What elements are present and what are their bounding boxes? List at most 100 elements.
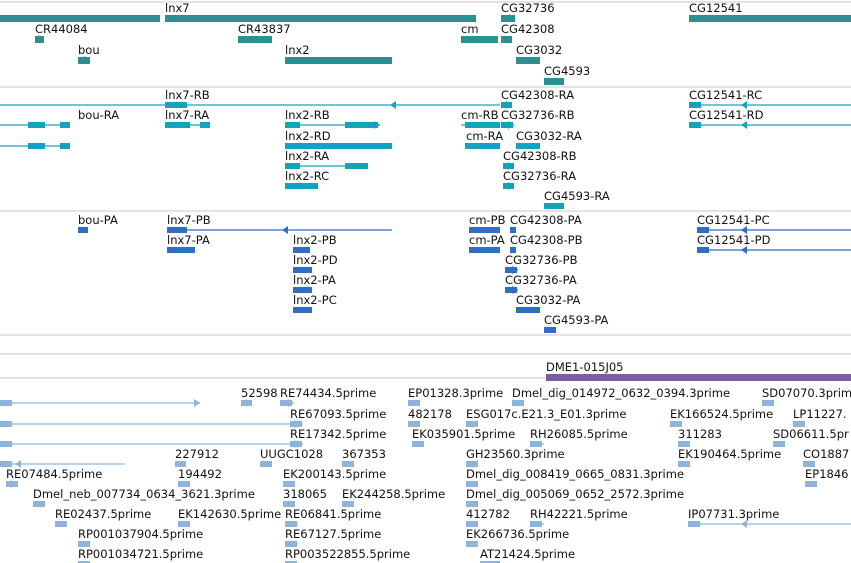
transcripts-feature[interactable]: lnx2-RA xyxy=(285,149,368,169)
transcripts-feature[interactable]: CG3032-RA xyxy=(516,129,582,149)
ests-feature[interactable] xyxy=(0,399,200,407)
clones-feature-bar xyxy=(546,374,851,381)
transcripts-feature[interactable]: CG12541-RC xyxy=(689,88,851,109)
genes-feature[interactable]: lnx2 xyxy=(285,43,392,64)
ests-feature[interactable]: RP001037904.5prime xyxy=(78,527,203,547)
proteins-feature[interactable]: cm-PA xyxy=(469,233,505,253)
ests-feature-exon xyxy=(793,421,805,427)
ests-feature[interactable]: EP1846 xyxy=(805,467,848,487)
ests-feature[interactable]: RE74434.5prime xyxy=(280,386,376,407)
ests-feature[interactable]: 311283 xyxy=(678,427,722,447)
transcripts-feature[interactable]: lnx2-RD xyxy=(285,129,392,149)
ests-feature-label: Dmel_dig_008419_0665_0831.3prime xyxy=(466,467,684,481)
genes-feature[interactable]: CR43837 xyxy=(238,22,291,43)
ests-feature[interactable]: Dmel_neb_007734_0634_3621.3prime xyxy=(33,487,255,507)
genes-feature[interactable]: CG42308 xyxy=(501,22,555,43)
transcripts-feature[interactable]: CG42308-RA xyxy=(501,88,574,109)
ests-feature[interactable]: GH23560.3prime xyxy=(466,447,565,467)
ests-feature[interactable]: IP07731.3prime xyxy=(688,507,851,528)
ests-feature[interactable]: EK200143.5prime xyxy=(283,467,386,487)
ests-feature[interactable]: 482178 xyxy=(408,407,452,427)
ests-feature[interactable]: RP001034721.5prime xyxy=(78,547,203,563)
transcripts-feature[interactable]: CG42308-RB xyxy=(503,149,577,170)
ests-feature[interactable]: EK190464.5prime xyxy=(678,447,781,467)
genes-feature[interactable]: CG12541 xyxy=(689,1,851,22)
ests-feature[interactable] xyxy=(0,460,125,468)
ests-feature-exon xyxy=(512,400,524,406)
ests-feature[interactable]: EP01328.3prime xyxy=(408,386,503,406)
ests-feature[interactable]: Dmel_dig_014972_0632_0394.3prime xyxy=(512,386,730,406)
proteins-feature[interactable]: lnx7-PB xyxy=(167,213,392,234)
proteins-feature[interactable]: CG32736-PA xyxy=(505,273,577,294)
ests-feature-label: RH42221.5prime xyxy=(530,507,628,521)
transcripts-feature[interactable]: bou-RA xyxy=(0,108,119,128)
ests-feature[interactable]: EK166524.5prime xyxy=(670,407,773,427)
ests-feature[interactable] xyxy=(0,420,300,428)
transcripts-feature[interactable]: lnx7-RA xyxy=(165,108,210,128)
genes-feature[interactable]: CG3032 xyxy=(516,43,562,64)
ests-feature[interactable]: RE17342.5prime xyxy=(290,427,386,448)
genes-feature[interactable]: cm xyxy=(461,22,498,43)
proteins-feature[interactable]: CG12541-PD xyxy=(697,233,851,254)
transcripts-feature[interactable]: CG32736-RA xyxy=(503,169,576,190)
transcripts-feature[interactable]: CG4593-RA xyxy=(544,189,610,209)
ests-feature[interactable]: 227912 xyxy=(175,447,219,467)
ests-feature[interactable]: RE67127.5prime xyxy=(285,527,381,547)
proteins-feature[interactable]: cm-PB xyxy=(469,213,506,233)
ests-feature[interactable]: 52598 xyxy=(241,386,278,407)
genes-feature[interactable]: lnx7 xyxy=(0,1,476,22)
proteins-feature[interactable]: CG3032-PA xyxy=(516,293,581,313)
genes-feature[interactable]: CG4593 xyxy=(544,64,590,85)
proteins-feature[interactable]: bou-PA xyxy=(78,213,118,233)
ests-feature[interactable]: LP11227. xyxy=(793,407,847,427)
transcripts-feature[interactable]: cm-RA xyxy=(0,129,503,149)
ests-feature[interactable]: EK142630.5prime xyxy=(178,507,281,527)
ests-feature[interactable]: RE06841.5prime xyxy=(285,507,381,527)
genes-feature[interactable]: bou xyxy=(78,43,100,64)
proteins-feature[interactable]: CG12541-PC xyxy=(697,213,851,234)
ests-feature[interactable]: RE67093.5prime xyxy=(290,407,386,428)
proteins-feature[interactable]: CG42308-PB xyxy=(510,233,583,253)
ests-feature[interactable]: 412782 xyxy=(466,507,510,527)
proteins-feature[interactable]: CG4593-PA xyxy=(544,313,609,333)
proteins-feature[interactable]: CG32736-PB xyxy=(505,253,578,274)
transcripts-feature[interactable]: lnx2-RB xyxy=(285,108,380,129)
ests-feature-label: EK266736.5prime xyxy=(466,527,569,541)
transcripts-feature[interactable]: lnx7-RB xyxy=(0,88,500,109)
ests-feature[interactable]: SD07070.3prime xyxy=(762,386,851,406)
transcripts-feature[interactable]: CG12541-RD xyxy=(689,108,851,129)
ests-feature[interactable]: RH26085.5prime xyxy=(530,427,628,447)
transcripts-feature[interactable]: cm-RB xyxy=(461,108,500,128)
genes-feature[interactable]: CR44084 xyxy=(35,22,88,43)
proteins-feature[interactable]: lnx2-PB xyxy=(293,233,337,253)
ests-feature[interactable]: EK244258.5prime xyxy=(342,487,445,507)
ests-feature[interactable] xyxy=(0,440,300,448)
ests-feature[interactable]: 367353 xyxy=(342,447,386,467)
ests-feature[interactable]: UUGC1028 xyxy=(260,447,323,467)
ests-feature[interactable]: RH42221.5prime xyxy=(530,507,628,527)
proteins-feature[interactable]: lnx2-PA xyxy=(293,273,336,293)
proteins-feature[interactable]: lnx7-PA xyxy=(167,233,210,253)
proteins-feature[interactable]: lnx2-PD xyxy=(293,253,338,273)
transcripts-feature[interactable]: CG32736-RB xyxy=(501,108,575,129)
transcripts-feature[interactable]: lnx2-RC xyxy=(285,169,329,189)
proteins-feature[interactable]: CG42308-PA xyxy=(510,213,582,233)
ests-feature[interactable]: RP003522855.5prime xyxy=(285,547,410,563)
ests-feature-exon xyxy=(178,481,190,487)
ests-feature[interactable]: RE02437.5prime xyxy=(55,507,151,527)
ests-feature[interactable]: AT21424.5prime xyxy=(480,547,575,563)
ests-feature[interactable]: Dmel_dig_008419_0665_0831.3prime xyxy=(466,467,684,487)
ests-feature[interactable]: EK266736.5prime xyxy=(466,527,569,547)
ests-feature[interactable]: 194492 xyxy=(178,467,222,487)
ests-feature[interactable]: EK035901.5prime xyxy=(412,427,515,447)
ests-feature[interactable]: CO1887 xyxy=(803,447,849,467)
ests-feature[interactable]: RE07484.5prime xyxy=(6,467,102,488)
ests-feature[interactable]: 318065 xyxy=(283,487,327,507)
ests-feature-exon xyxy=(480,561,500,563)
clones-feature[interactable]: DME1-015J05 xyxy=(546,360,851,381)
ests-feature[interactable]: ESG017c.E21.3_E01.3prime xyxy=(466,407,626,427)
ests-feature[interactable]: SD06611.5pr xyxy=(773,427,849,447)
ests-feature[interactable]: Dmel_dig_005069_0652_2572.3prime xyxy=(466,487,684,507)
proteins-feature[interactable]: lnx2-PC xyxy=(293,293,337,313)
genes-feature[interactable]: CG32736 xyxy=(501,1,555,22)
